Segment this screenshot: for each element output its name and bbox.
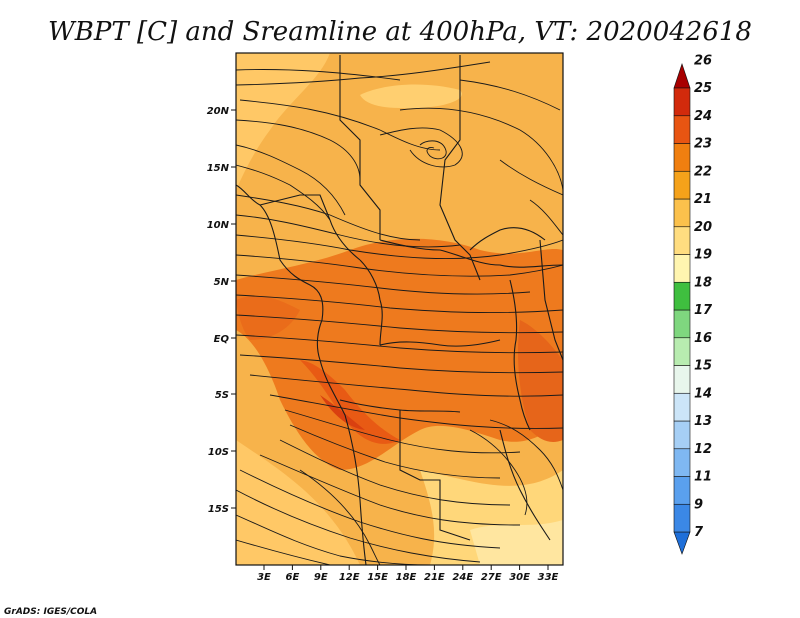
- lat-tick-label: 15S: [208, 504, 229, 515]
- border-nigeria-north: [259, 194, 331, 221]
- colorbar-box: [673, 226, 691, 255]
- colorbar-box: [673, 448, 691, 477]
- lon-tick-label: 15E: [367, 572, 388, 583]
- colorbar-label: 19: [694, 248, 712, 263]
- colorbar-label: 16: [694, 331, 712, 346]
- colorbar: 7 9 11 12 13 14 15 16 17 18 19 20 21 22 23 24 25 26: [673, 53, 713, 555]
- lon-tick-label: 18E: [396, 572, 417, 583]
- latitude-axis: 20N 15N 10N 5N EQ 5S 10S 15S: [207, 106, 236, 515]
- colorbar-bottom-arrow: [673, 531, 691, 555]
- wbpt-hot-spot-gulf: [236, 295, 300, 340]
- colorbar-box: [673, 254, 691, 283]
- colorbar-box: [673, 337, 691, 366]
- colorbar-box: [673, 87, 691, 117]
- colorbar-box: [673, 198, 691, 228]
- colorbar-label: 21: [694, 192, 712, 207]
- colorbar-label: 14: [694, 386, 712, 401]
- colorbar-box: [673, 392, 691, 422]
- lat-tick-label: 15N: [207, 163, 230, 174]
- lon-tick-label: 27E: [481, 572, 502, 583]
- wbpt-cool-region-northwest: [236, 53, 330, 190]
- lon-tick-label: 24E: [452, 572, 473, 583]
- lon-tick-label: 21E: [424, 572, 445, 583]
- figure-title: WBPT [C] and Sreamline at 400hPa, VT: 20…: [48, 17, 752, 47]
- border-congo-north: [379, 339, 501, 347]
- lat-tick-label: 5N: [214, 277, 230, 288]
- colorbar-label: 18: [694, 275, 712, 290]
- lat-tick-label: 10N: [207, 220, 230, 231]
- lat-tick-label: 20N: [207, 106, 230, 117]
- lon-tick-label: 9E: [314, 572, 328, 583]
- colorbar-label: 25: [694, 81, 712, 96]
- colorbar-label: 9: [694, 497, 703, 512]
- longitude-axis: 3E 6E 9E 12E 15E 18E 21E 24E 27E 30E 33E: [257, 565, 559, 583]
- border-malawi: [499, 429, 551, 541]
- lon-tick-label: 6E: [286, 572, 300, 583]
- colorbar-label: 7: [694, 525, 704, 540]
- colorbar-label: 13: [694, 414, 712, 429]
- colorbar-box: [673, 420, 691, 450]
- map-panel: [236, 53, 563, 565]
- colorbar-label: 20: [694, 220, 712, 235]
- colorbar-label: 11: [694, 470, 712, 485]
- wbpt-warm-core: [236, 238, 563, 470]
- colorbar-box: [673, 170, 691, 200]
- colorbar-box: [673, 143, 691, 172]
- grads-credit: GrADS: IGES/COLA: [4, 607, 97, 617]
- colorbar-box: [673, 365, 691, 394]
- wbpt-hot-spot-east: [518, 320, 563, 442]
- colorbar-box: [673, 281, 691, 311]
- map-frame: [235, 52, 564, 566]
- border-niger-chad: [339, 55, 381, 240]
- streamlines: [236, 61, 563, 565]
- colorbar-label: 12: [694, 442, 712, 457]
- colorbar-box: [673, 503, 691, 533]
- border-cameroon-east: [359, 259, 383, 346]
- lon-tick-label: 33E: [538, 572, 559, 583]
- border-east-africa: [539, 239, 563, 361]
- colorbar-label: 17: [694, 303, 713, 318]
- lat-tick-label: 10S: [208, 447, 229, 458]
- country-borders: [236, 55, 563, 565]
- wbpt-coolest-region-southeast: [470, 520, 563, 565]
- colorbar-label: 22: [694, 164, 712, 179]
- colorbar-box: [673, 309, 691, 339]
- lat-tick-label: EQ: [214, 334, 230, 345]
- colorbar-label: 23: [694, 137, 712, 152]
- border-zambia: [399, 410, 471, 541]
- border-car-south: [379, 239, 563, 268]
- colorbar-top-arrow: [673, 63, 691, 89]
- wbpt-cool-band-north: [360, 84, 462, 109]
- colorbar-label: 24: [694, 109, 712, 124]
- lon-tick-label: 30E: [509, 572, 530, 583]
- lon-tick-label: 12E: [339, 572, 360, 583]
- border-sudan: [439, 55, 481, 281]
- colorbar-box: [673, 115, 691, 144]
- colorbar-label: 15: [694, 359, 712, 374]
- lon-tick-label: 3E: [257, 572, 271, 583]
- wbpt-hottest-spot: [320, 395, 365, 430]
- colorbar-box: [673, 476, 691, 505]
- lat-tick-label: 5S: [215, 390, 229, 401]
- west-coastline: [236, 184, 367, 565]
- wbpt-cool-region-southwest: [236, 440, 360, 565]
- border-south-sudan: [469, 227, 546, 251]
- border-nigeria-cameroon: [329, 219, 361, 261]
- border-great-lakes: [509, 279, 531, 431]
- colorbar-label: 26: [694, 53, 712, 68]
